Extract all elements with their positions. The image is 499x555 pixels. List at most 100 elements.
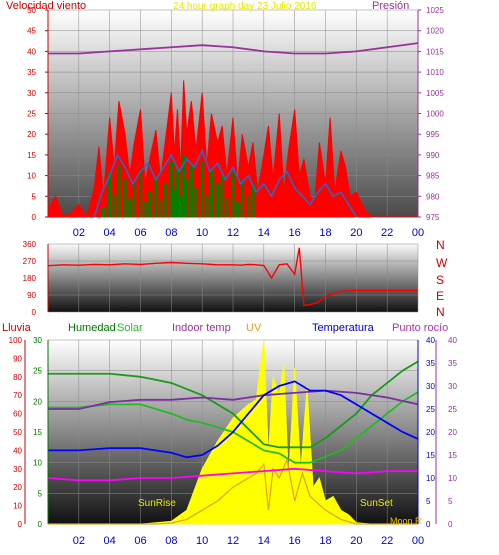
humidity-tick: 0 [38, 520, 43, 529]
bar-low [205, 194, 209, 217]
y-tick: 270 [23, 257, 37, 266]
bar-low [169, 161, 173, 217]
humidity-tick: 10 [33, 459, 42, 468]
dir-letter-1: W [436, 256, 448, 270]
x-tick: 12 [227, 535, 239, 547]
x-tick: 14 [258, 227, 270, 239]
bar-low [236, 202, 240, 217]
panel2-axes: 0 90 180 270 360 [23, 240, 49, 317]
series-indoor-temp [47, 467, 418, 482]
bar-low [139, 168, 142, 217]
bar-low [182, 155, 186, 217]
dew-tick: 35 [448, 359, 457, 368]
humidity-tick: 15 [33, 428, 42, 437]
bar-low [179, 196, 183, 217]
bar-low [148, 190, 152, 217]
y-right-tick: 995 [426, 130, 440, 139]
series-temperature [48, 380, 419, 459]
temp-tick: 40 [426, 336, 435, 345]
y-right-tick: 990 [426, 151, 440, 160]
temp-tick: 15 [426, 451, 435, 460]
bar-low [200, 161, 204, 217]
y-tick: 0 [32, 308, 37, 317]
dew-tick: 20 [448, 428, 457, 437]
x-tick: 16 [289, 535, 301, 547]
dir-letter-4: N [436, 305, 445, 319]
bar-low [163, 183, 167, 217]
legend-solar: Solar [117, 322, 143, 334]
rain-tick: 40 [13, 446, 22, 455]
dew-tick: 40 [448, 336, 457, 345]
x-tick: 02 [73, 535, 85, 547]
y-left-tick: 50 [27, 6, 36, 15]
bar-low [189, 164, 193, 217]
y-left-tick: 5 [32, 192, 37, 201]
x-tick: 06 [134, 535, 146, 547]
y-left-tick: 0 [32, 213, 37, 222]
rain-tick: 50 [13, 428, 22, 437]
pressure-title: Presión [372, 0, 409, 12]
bar-low [176, 168, 179, 217]
x-tick: 08 [165, 535, 177, 547]
moon-label: Moon R [390, 516, 422, 526]
rain-tick: 60 [13, 410, 22, 419]
x-tick: 02 [73, 227, 85, 239]
y-right-tick: 1010 [426, 68, 444, 77]
bar-low [240, 179, 244, 217]
x-tick: 04 [104, 535, 116, 547]
x-tick: 10 [196, 535, 208, 547]
rain-tick: 80 [13, 373, 22, 382]
legend-dewpoint: Punto rocío [392, 322, 448, 334]
humidity-tick: 30 [33, 336, 42, 345]
bar-low [132, 183, 136, 217]
panel3-axes: 0102030405060708090100051015202530051015… [9, 336, 458, 547]
y-right-tick: 985 [426, 172, 440, 181]
humidity-tick: 25 [33, 367, 42, 376]
bar-low [220, 176, 224, 217]
panel1-axes: 0510152025303540455097598098599099510001… [27, 6, 444, 239]
dew-tick: 25 [448, 405, 457, 414]
dir-letter-0: N [436, 238, 445, 252]
temp-tick: 10 [426, 474, 435, 483]
series-humidity-secondary [48, 391, 419, 464]
bar-low [102, 207, 105, 217]
dew-tick: 5 [448, 497, 453, 506]
legend-uv: UV [246, 322, 262, 334]
panel1-series [47, 42, 419, 219]
sunset-label: SunSet [360, 498, 393, 509]
x-tick: 12 [227, 227, 239, 239]
bar-low [194, 187, 198, 217]
bar-low [231, 172, 235, 217]
x-tick: 20 [350, 535, 362, 547]
series-uv [48, 457, 418, 525]
bar-low [185, 179, 189, 217]
y-right-tick: 980 [426, 192, 440, 201]
rain-tick: 0 [18, 520, 23, 529]
panel3-series [47, 339, 419, 525]
bar-low [159, 200, 163, 217]
y-right-tick: 1020 [426, 27, 444, 36]
y-right-tick: 1005 [426, 89, 444, 98]
y-tick: 360 [23, 240, 37, 249]
x-tick: 18 [319, 227, 331, 239]
rain-tick: 30 [13, 465, 22, 474]
y-tick: 90 [27, 291, 36, 300]
rain-tick: 70 [13, 391, 22, 400]
legend-humidity: Humedad [68, 322, 116, 334]
x-tick: 22 [381, 535, 393, 547]
x-tick: 00 [412, 535, 424, 547]
rain-tick: 90 [13, 354, 22, 363]
legend-indoor: Indoor temp [172, 322, 231, 334]
x-tick: 10 [196, 227, 208, 239]
dew-tick: 0 [448, 520, 453, 529]
dew-tick: 15 [448, 451, 457, 460]
y-left-tick: 35 [27, 68, 36, 77]
dew-tick: 10 [448, 474, 457, 483]
bar-low [246, 194, 250, 217]
y-left-tick: 20 [27, 130, 36, 139]
panel2-series [47, 247, 418, 307]
wind-speed-title: Velocidad viento [6, 0, 86, 12]
dew-tick: 30 [448, 382, 457, 391]
y-tick: 180 [23, 274, 37, 283]
